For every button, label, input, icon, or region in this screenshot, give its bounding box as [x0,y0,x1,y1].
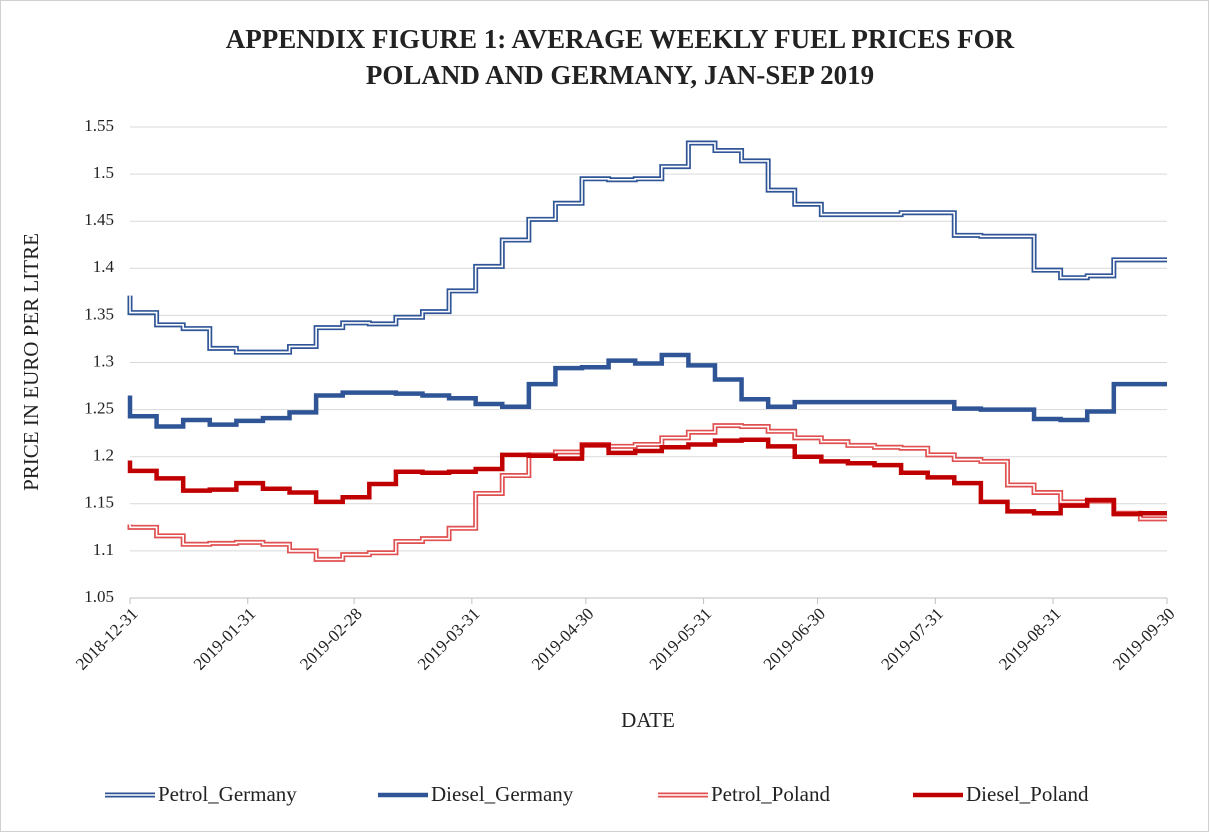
y-tick-label: 1.4 [93,257,115,276]
line-series [127,437,1167,517]
y-tick-label: 1.2 [93,446,114,465]
y-tick-label: 1.15 [84,493,114,512]
y-tick-label: 1.05 [84,587,114,606]
y-axis-label: PRICE IN EURO PER LITRE [19,233,43,491]
y-tick-label: 1.5 [93,163,114,182]
y-tick-label: 1.3 [93,351,114,370]
y-tick-label: 1.45 [84,210,114,229]
legend-label: Diesel_Poland [966,782,1089,806]
line-series-inner [129,424,1167,561]
y-tick-label: 1.1 [93,540,114,559]
line-series-inner [129,142,1167,353]
x-axis-label: DATE [621,708,675,732]
legend-label: Petrol_Poland [711,782,830,806]
legend-label: Diesel_Germany [431,782,574,806]
chart-title: APPENDIX FIGURE 1: AVERAGE WEEKLY FUEL P… [226,24,1015,90]
y-tick-label: 1.35 [84,304,114,323]
y-tick-label: 1.25 [84,399,114,418]
y-tick-label: 1.55 [84,116,114,135]
legend-label: Petrol_Germany [158,782,297,806]
line-series [127,352,1167,429]
